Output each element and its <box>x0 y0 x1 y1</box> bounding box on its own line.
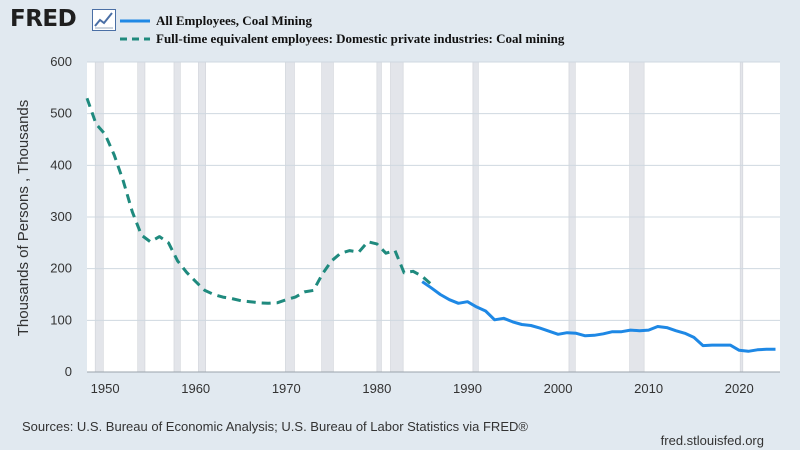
legend-label: Full-time equivalent employees: Domestic… <box>156 31 565 46</box>
header: FRED All Employees, Coal Mining Full-tim… <box>0 0 800 52</box>
x-tick-label: 1950 <box>91 381 120 396</box>
x-tick-label: 2000 <box>544 381 573 396</box>
legend-item-all-employees: All Employees, Coal Mining <box>120 12 312 30</box>
legend-item-full-time-equivalent: Full-time equivalent employees: Domestic… <box>120 30 564 48</box>
x-tick-label: 1970 <box>272 381 301 396</box>
legend-swatch-solid <box>120 19 150 23</box>
y-tick-label: 400 <box>50 157 72 172</box>
y-axis-ticks: 0 100 200 300 400 500 600 <box>50 54 72 379</box>
y-tick-label: 500 <box>50 106 72 121</box>
x-tick-label: 2010 <box>634 381 663 396</box>
x-tick-label: 1960 <box>181 381 210 396</box>
y-tick-label: 200 <box>50 261 72 276</box>
gridlines <box>87 61 780 373</box>
y-axis-label: Thousands of Persons , Thousands <box>15 100 32 337</box>
y-tick-label: 300 <box>50 209 72 224</box>
fred-url[interactable]: fred.stlouisfed.org <box>660 433 764 448</box>
x-tick-label: 1980 <box>362 381 391 396</box>
x-axis-ticks: 1950 1960 1970 1980 1990 2000 2010 2020 <box>91 381 754 396</box>
y-tick-label: 100 <box>50 312 72 327</box>
series-line-full-time-equivalent <box>85 97 433 305</box>
fred-logo[interactable]: FRED <box>10 6 77 32</box>
source-note: Sources: U.S. Bureau of Economic Analysi… <box>22 419 528 434</box>
line-chart-icon <box>92 9 116 31</box>
y-tick-label: 600 <box>50 54 72 69</box>
series-lines <box>85 97 776 353</box>
x-tick-label: 2020 <box>725 381 754 396</box>
legend-swatch-dashed <box>120 37 150 41</box>
x-tick-label: 1990 <box>453 381 482 396</box>
legend-label: All Employees, Coal Mining <box>156 13 313 28</box>
series-line-all-employees <box>421 280 776 353</box>
y-tick-label: 0 <box>65 364 72 379</box>
